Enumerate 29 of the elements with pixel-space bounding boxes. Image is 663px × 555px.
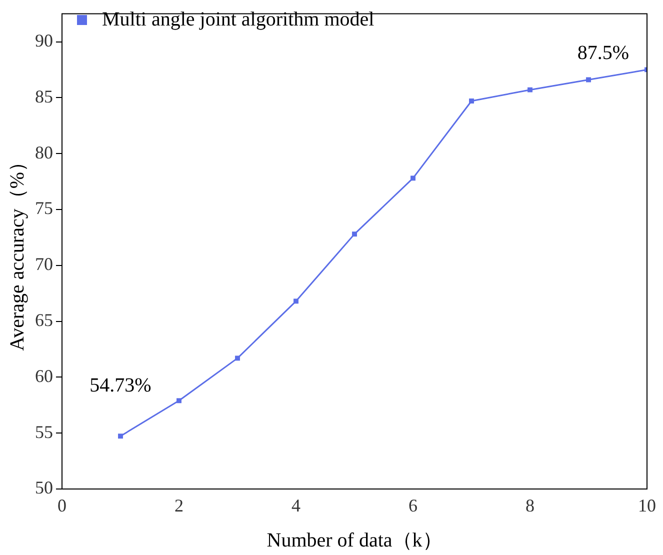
point xyxy=(294,298,298,304)
y-tick-label: 60 xyxy=(35,366,53,386)
point xyxy=(235,356,240,361)
y-tick-label: 80 xyxy=(35,142,53,162)
legend-label: Multi angle joint algorithm model xyxy=(102,8,375,30)
y-tick-label: 65 xyxy=(35,310,53,330)
x-tick-label: 6 xyxy=(408,496,418,516)
y-tick-label: 75 xyxy=(35,198,53,218)
point xyxy=(176,398,182,404)
y-tick-label: 55 xyxy=(35,422,53,442)
x-tick-label: 10 xyxy=(638,496,656,516)
x-tick-label: 4 xyxy=(292,496,300,516)
x-tick-label: 8 xyxy=(526,496,534,516)
x-tick-label: 0 xyxy=(58,496,66,516)
y-tick-label: 90 xyxy=(35,30,53,50)
point xyxy=(528,87,532,92)
point xyxy=(410,176,416,181)
point xyxy=(352,232,357,237)
y-tick-label: 85 xyxy=(35,86,53,106)
point xyxy=(118,434,123,439)
x-tick-label: 2 xyxy=(174,496,184,516)
y-axis-title: Average accuracy（%） xyxy=(6,152,28,351)
x-axis-title: Number of data（k） xyxy=(266,529,442,552)
annotation: 54.73% xyxy=(90,374,152,396)
y-tick-label: 50 xyxy=(35,478,53,498)
y-tick-label: 70 xyxy=(35,254,53,274)
point xyxy=(586,77,591,82)
annotation: 87.5% xyxy=(577,42,630,64)
point xyxy=(469,98,474,104)
